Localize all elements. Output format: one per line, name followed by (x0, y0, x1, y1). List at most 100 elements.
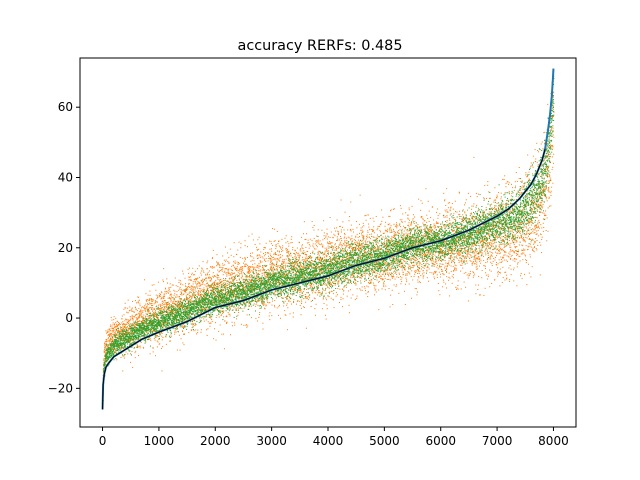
scatter-point (306, 297, 308, 299)
scatter-point (289, 259, 291, 261)
scatter-point (173, 307, 175, 309)
scatter-point (131, 332, 133, 334)
scatter-point (321, 292, 323, 294)
scatter-point (257, 300, 259, 302)
scatter-point (373, 284, 375, 286)
scatter-point (221, 296, 223, 298)
scatter-point (175, 328, 177, 330)
scatter-point (269, 248, 271, 250)
scatter-point (365, 293, 367, 295)
scatter-point (115, 352, 117, 354)
scatter-point (197, 268, 199, 270)
scatter-point (299, 255, 301, 257)
scatter-point (256, 287, 258, 289)
scatter-point (232, 296, 234, 298)
scatter-point (262, 298, 264, 300)
scatter-point (372, 254, 374, 256)
scatter-point (159, 333, 161, 335)
scatter-point (199, 305, 201, 307)
scatter-point (154, 331, 156, 333)
scatter-point (184, 285, 186, 287)
scatter-point (194, 270, 196, 272)
scatter-point (261, 272, 263, 274)
scatter-point (248, 284, 250, 286)
scatter-point (337, 234, 339, 236)
scatter-point (221, 314, 223, 316)
scatter-point (161, 321, 163, 323)
scatter-point (221, 284, 223, 285)
scatter-point (217, 277, 219, 279)
scatter-point (332, 274, 334, 276)
scatter-point (317, 291, 319, 293)
scatter-point (173, 317, 175, 319)
scatter-point (339, 225, 341, 227)
scatter-point (107, 329, 109, 331)
scatter-point (169, 283, 171, 285)
scatter-point (333, 256, 335, 258)
scatter-point (127, 319, 129, 321)
scatter-point (350, 265, 352, 267)
scatter-point (107, 337, 109, 339)
scatter-point (278, 306, 280, 308)
scatter-point (131, 323, 133, 325)
scatter-point (334, 247, 336, 249)
scatter-point (367, 251, 369, 253)
scatter-point (112, 324, 114, 326)
scatter-point (328, 293, 330, 295)
scatter-point (239, 270, 241, 272)
scatter-point (277, 266, 279, 268)
scatter-point (165, 302, 167, 304)
scatter-point (183, 333, 185, 335)
scatter-point (252, 239, 254, 241)
scatter-point (259, 281, 261, 283)
scatter-point (226, 307, 228, 309)
scatter-point (306, 251, 308, 253)
scatter-point (363, 286, 365, 288)
scatter-point (279, 279, 281, 281)
scatter-point (256, 264, 258, 266)
scatter-point (114, 324, 116, 326)
scatter-point (112, 339, 114, 341)
scatter-point (314, 243, 316, 245)
scatter-point (348, 312, 350, 314)
scatter-point (215, 279, 217, 281)
scatter-point (277, 258, 279, 260)
scatter-point (362, 235, 364, 237)
scatter-point (253, 257, 255, 259)
scatter-point (167, 308, 169, 310)
scatter-point (217, 261, 219, 263)
scatter-point (365, 252, 367, 254)
scatter-point (337, 258, 339, 260)
scatter-point (208, 277, 210, 279)
scatter-point (218, 264, 220, 266)
scatter-point (221, 333, 223, 335)
scatter-point (323, 266, 325, 268)
scatter-point (236, 279, 238, 281)
scatter-point (245, 263, 247, 265)
scatter-point (355, 236, 357, 238)
scatter-point (196, 283, 198, 285)
scatter-point (201, 281, 203, 283)
scatter-point (195, 278, 197, 280)
scatter-point (332, 237, 334, 239)
scatter-point (329, 246, 331, 248)
scatter-point (313, 297, 315, 299)
scatter-point (195, 324, 197, 326)
scatter-point (341, 262, 343, 264)
scatter-point (213, 286, 215, 288)
scatter-point (122, 323, 124, 325)
scatter-point (210, 280, 212, 282)
scatter-point (373, 239, 375, 241)
scatter-point (362, 266, 364, 268)
scatter-point (314, 298, 316, 300)
scatter-point (196, 283, 198, 285)
scatter-point (350, 297, 352, 299)
scatter-point (297, 252, 299, 254)
scatter-point (330, 231, 332, 233)
scatter-point (320, 258, 322, 260)
scatter-point (124, 320, 126, 322)
scatter-point (244, 265, 246, 267)
scatter-point (342, 248, 344, 250)
scatter-point (357, 269, 359, 271)
scatter-point (145, 308, 147, 310)
